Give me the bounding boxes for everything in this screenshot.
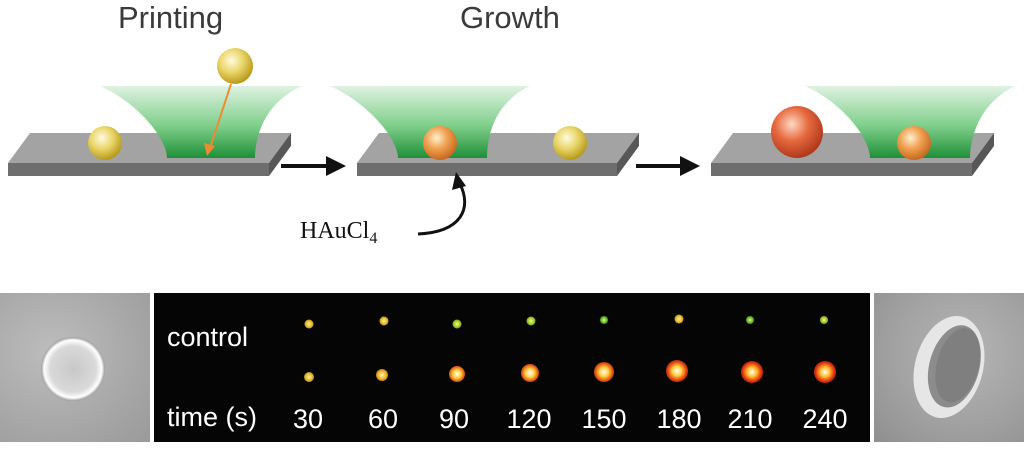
ink-meniscus-2 — [330, 86, 530, 158]
time-row-label: time (s) — [167, 402, 257, 432]
darkfield-panel: control time (s) 30 60 90 120 150 180 21… — [154, 293, 870, 442]
sem-image-after — [874, 293, 1024, 442]
grown-particle — [771, 106, 823, 158]
control-dot — [452, 319, 462, 329]
control-dot — [674, 314, 684, 324]
printing-label: Printing — [118, 0, 224, 35]
growth-dot — [521, 364, 539, 382]
growth-dot — [814, 361, 836, 383]
growing-particle — [423, 126, 457, 160]
time-label: 90 — [438, 404, 470, 434]
growing-particle-2 — [897, 126, 931, 160]
control-dot — [600, 316, 608, 324]
step-arrow-1 — [281, 156, 346, 176]
control-dot — [820, 316, 828, 324]
time-label: 180 — [656, 404, 702, 434]
time-label: 60 — [367, 404, 399, 434]
deposition-arrow-head — [204, 143, 215, 156]
reagent-arrow-head — [452, 172, 466, 190]
ink-meniscus-3 — [805, 86, 1015, 158]
control-row-label: control — [167, 322, 249, 352]
growth-dot — [449, 366, 465, 382]
growth-dot — [741, 361, 763, 383]
growth-dot — [376, 369, 388, 381]
falling-gold-particle — [217, 48, 253, 84]
growth-dot — [666, 360, 688, 382]
control-dot — [379, 316, 389, 326]
time-label: 210 — [727, 404, 773, 434]
growth-dot — [594, 362, 614, 382]
gold-seed-particle-2 — [553, 126, 587, 160]
gold-seed-particle — [88, 126, 122, 160]
step-arrow-2 — [636, 156, 700, 176]
time-label: 150 — [581, 404, 627, 434]
control-dot — [526, 316, 536, 326]
process-schematic — [8, 48, 1015, 236]
deposition-arrow-line — [209, 83, 232, 149]
time-label: 240 — [802, 404, 848, 434]
time-label: 120 — [506, 404, 552, 434]
ink-meniscus-1 — [100, 86, 302, 158]
sem-image-before — [0, 293, 150, 442]
time-label: 30 — [292, 404, 324, 434]
reagent-curved-arrow — [417, 183, 467, 236]
control-dot — [304, 319, 314, 329]
control-dot — [746, 316, 754, 324]
growth-dot — [304, 372, 314, 382]
growth-label: Growth — [460, 0, 560, 35]
reagent-label: HAuCl4 — [300, 218, 378, 247]
